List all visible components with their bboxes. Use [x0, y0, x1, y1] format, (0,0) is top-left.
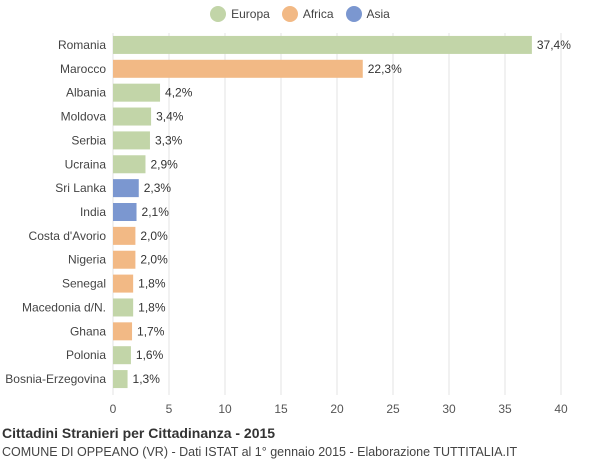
- category-label: Sri Lanka: [55, 181, 106, 195]
- bar-serbia: [113, 131, 150, 150]
- x-tick-label: 40: [554, 402, 568, 416]
- chart-legend: Europa Africa Asia: [0, 6, 600, 22]
- value-label: 2,0%: [140, 229, 168, 243]
- bar-romania: [113, 35, 532, 54]
- legend-swatch-asia: [345, 6, 362, 22]
- value-label: 2,1%: [142, 205, 170, 219]
- category-label: Bosnia-Erzegovina: [5, 372, 106, 386]
- value-label: 1,8%: [138, 277, 166, 291]
- bar-macedonia-d-n-: [113, 298, 134, 317]
- legend-label-asia: Asia: [366, 7, 390, 21]
- category-label: Albania: [66, 86, 106, 100]
- x-tick-label: 5: [166, 402, 173, 416]
- category-label: Ucraina: [65, 157, 107, 171]
- legend-swatch-europa: [210, 6, 227, 22]
- category-label: India: [80, 205, 106, 219]
- legend-item-africa: Africa: [281, 6, 334, 22]
- category-label: Senegal: [62, 277, 106, 291]
- x-tick-label: 10: [218, 402, 232, 416]
- bar-costa-d-avorio: [113, 226, 136, 245]
- bar-moldova: [113, 107, 152, 126]
- category-label: Ghana: [70, 324, 106, 338]
- value-label: 2,9%: [150, 157, 178, 171]
- x-tick-label: 15: [274, 402, 288, 416]
- legend-label-africa: Africa: [302, 7, 334, 21]
- category-label: Polonia: [66, 348, 106, 362]
- value-label: 1,6%: [136, 348, 164, 362]
- category-label: Marocco: [60, 62, 106, 76]
- x-tick-label: 25: [386, 402, 400, 416]
- x-tick-label: 0: [110, 402, 117, 416]
- value-label: 1,7%: [137, 324, 165, 338]
- chart-source: COMUNE DI OPPEANO (VR) - Dati ISTAT al 1…: [2, 445, 518, 459]
- bar-chart: 0 5 10 15 20 25 30 35 40 Romania 37,4% Marocco 22,3%…: [5, 33, 571, 416]
- category-label: Serbia: [71, 133, 106, 147]
- bar-marocco: [113, 59, 363, 78]
- x-tick-label: 30: [442, 402, 456, 416]
- bar-bosnia-erzegovina: [113, 370, 128, 389]
- value-label: 22,3%: [368, 62, 402, 76]
- bar-ghana: [113, 322, 133, 341]
- value-label: 2,0%: [140, 253, 168, 267]
- value-label: 1,8%: [138, 300, 166, 314]
- x-tick-label: 35: [498, 402, 512, 416]
- category-label: Moldova: [61, 110, 107, 124]
- chart-title: Cittadini Stranieri per Cittadinanza - 2…: [2, 425, 276, 441]
- value-label: 2,3%: [144, 181, 172, 195]
- legend-item-asia: Asia: [345, 6, 390, 22]
- bar-ucraina: [113, 155, 146, 174]
- value-label: 4,2%: [165, 86, 193, 100]
- bar-senegal: [113, 274, 134, 293]
- bar-india: [113, 203, 137, 221]
- value-label: 3,4%: [156, 110, 184, 124]
- bar-nigeria: [113, 250, 136, 269]
- value-label: 1,3%: [133, 372, 161, 386]
- legend-label-europa: Europa: [231, 7, 270, 21]
- bar-polonia: [113, 346, 131, 365]
- legend-item-europa: Europa: [210, 6, 270, 22]
- category-label: Nigeria: [68, 253, 106, 267]
- value-label: 3,3%: [155, 133, 183, 147]
- bar-sri-lanka: [113, 179, 139, 198]
- legend-swatch-africa: [281, 6, 298, 22]
- category-label: Macedonia d/N.: [22, 300, 106, 314]
- category-label: Costa d'Avorio: [29, 229, 107, 243]
- x-tick-label: 20: [330, 402, 344, 416]
- category-label: Romania: [58, 38, 106, 52]
- bar-albania: [113, 83, 161, 102]
- value-label: 37,4%: [537, 38, 571, 52]
